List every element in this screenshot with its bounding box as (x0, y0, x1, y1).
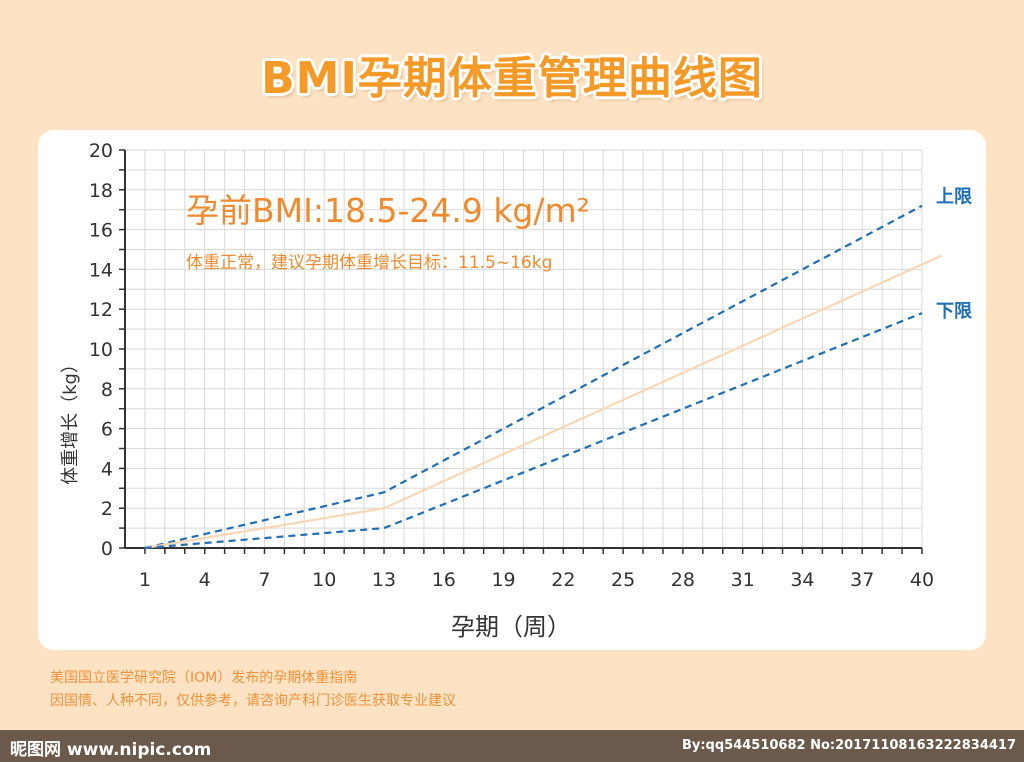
y-tick-label: 14 (89, 259, 113, 281)
x-tick-label: 4 (199, 569, 211, 591)
y-tick-label: 16 (89, 220, 113, 242)
x-tick-label: 28 (671, 569, 695, 591)
x-tick-label: 7 (258, 569, 270, 591)
watermark-bar (0, 730, 1024, 762)
page-title: BMI孕期体重管理曲线图 (261, 53, 763, 104)
chart-grid (125, 149, 923, 548)
series-line-upper (144, 204, 923, 550)
y-tick-label: 8 (101, 379, 113, 401)
watermark-site: 昵图网 www.nipic.com (10, 740, 212, 760)
x-tick-label: 19 (491, 569, 515, 591)
recommendation-annotation: 体重正常，建议孕期体重增长目标：11.5~16kg (186, 253, 552, 273)
bmi-range-annotation: 孕前BMI:18.5-24.9 kg/m² (186, 191, 590, 230)
series-label-upper: 上限 (936, 187, 973, 208)
y-tick-label: 18 (89, 180, 113, 202)
series-line-target (144, 254, 943, 550)
x-tick-label: 1 (139, 569, 151, 591)
y-axis-label: 体重增长（kg） (60, 355, 81, 485)
y-tick-label: 2 (101, 498, 113, 520)
footnote-source: 美国国立医学研究院（IOM）发布的孕期体重指南 (50, 670, 358, 686)
y-tick-label: 4 (101, 458, 113, 480)
y-tick-label: 20 (89, 140, 113, 162)
chart-ticks: 1 4 7 10 13 16 19 22 25 28 31 34 37 40024681012141618… (89, 140, 934, 591)
x-tick-label: 25 (611, 569, 635, 591)
footnote-disclaimer: 因国情、人种不同，仅供参考，请咨询产科门诊医生获取专业建议 (50, 693, 456, 709)
series-label-lower: 下限 (936, 301, 973, 322)
x-tick-label: 31 (731, 569, 755, 591)
y-tick-label: 12 (89, 299, 113, 321)
watermark-id: By:qq544510682 No:20171108163222834417 (681, 738, 1016, 753)
weight-gain-chart: 1 4 7 10 13 16 19 22 25 28 31 34 37 40024681012141618… (60, 140, 973, 641)
x-tick-label: 34 (790, 569, 814, 591)
y-tick-label: 6 (101, 419, 113, 441)
y-tick-label: 0 (101, 538, 113, 560)
x-tick-label: 13 (372, 569, 396, 591)
chart-card: 1 4 7 10 13 16 19 22 25 28 31 34 37 40 0 2 4 6 8 10 12 14 16 18… (38, 130, 986, 650)
x-tick-label: 22 (551, 569, 575, 591)
x-tick-label: 10 (312, 569, 336, 591)
y-tick-label: 10 (89, 339, 113, 361)
x-tick-label: 16 (432, 569, 456, 591)
series-line-lower (144, 312, 923, 550)
x-tick-label: 37 (850, 569, 874, 591)
x-tick-label: 40 (910, 569, 934, 591)
x-axis-label: 孕期（周） (451, 613, 571, 641)
